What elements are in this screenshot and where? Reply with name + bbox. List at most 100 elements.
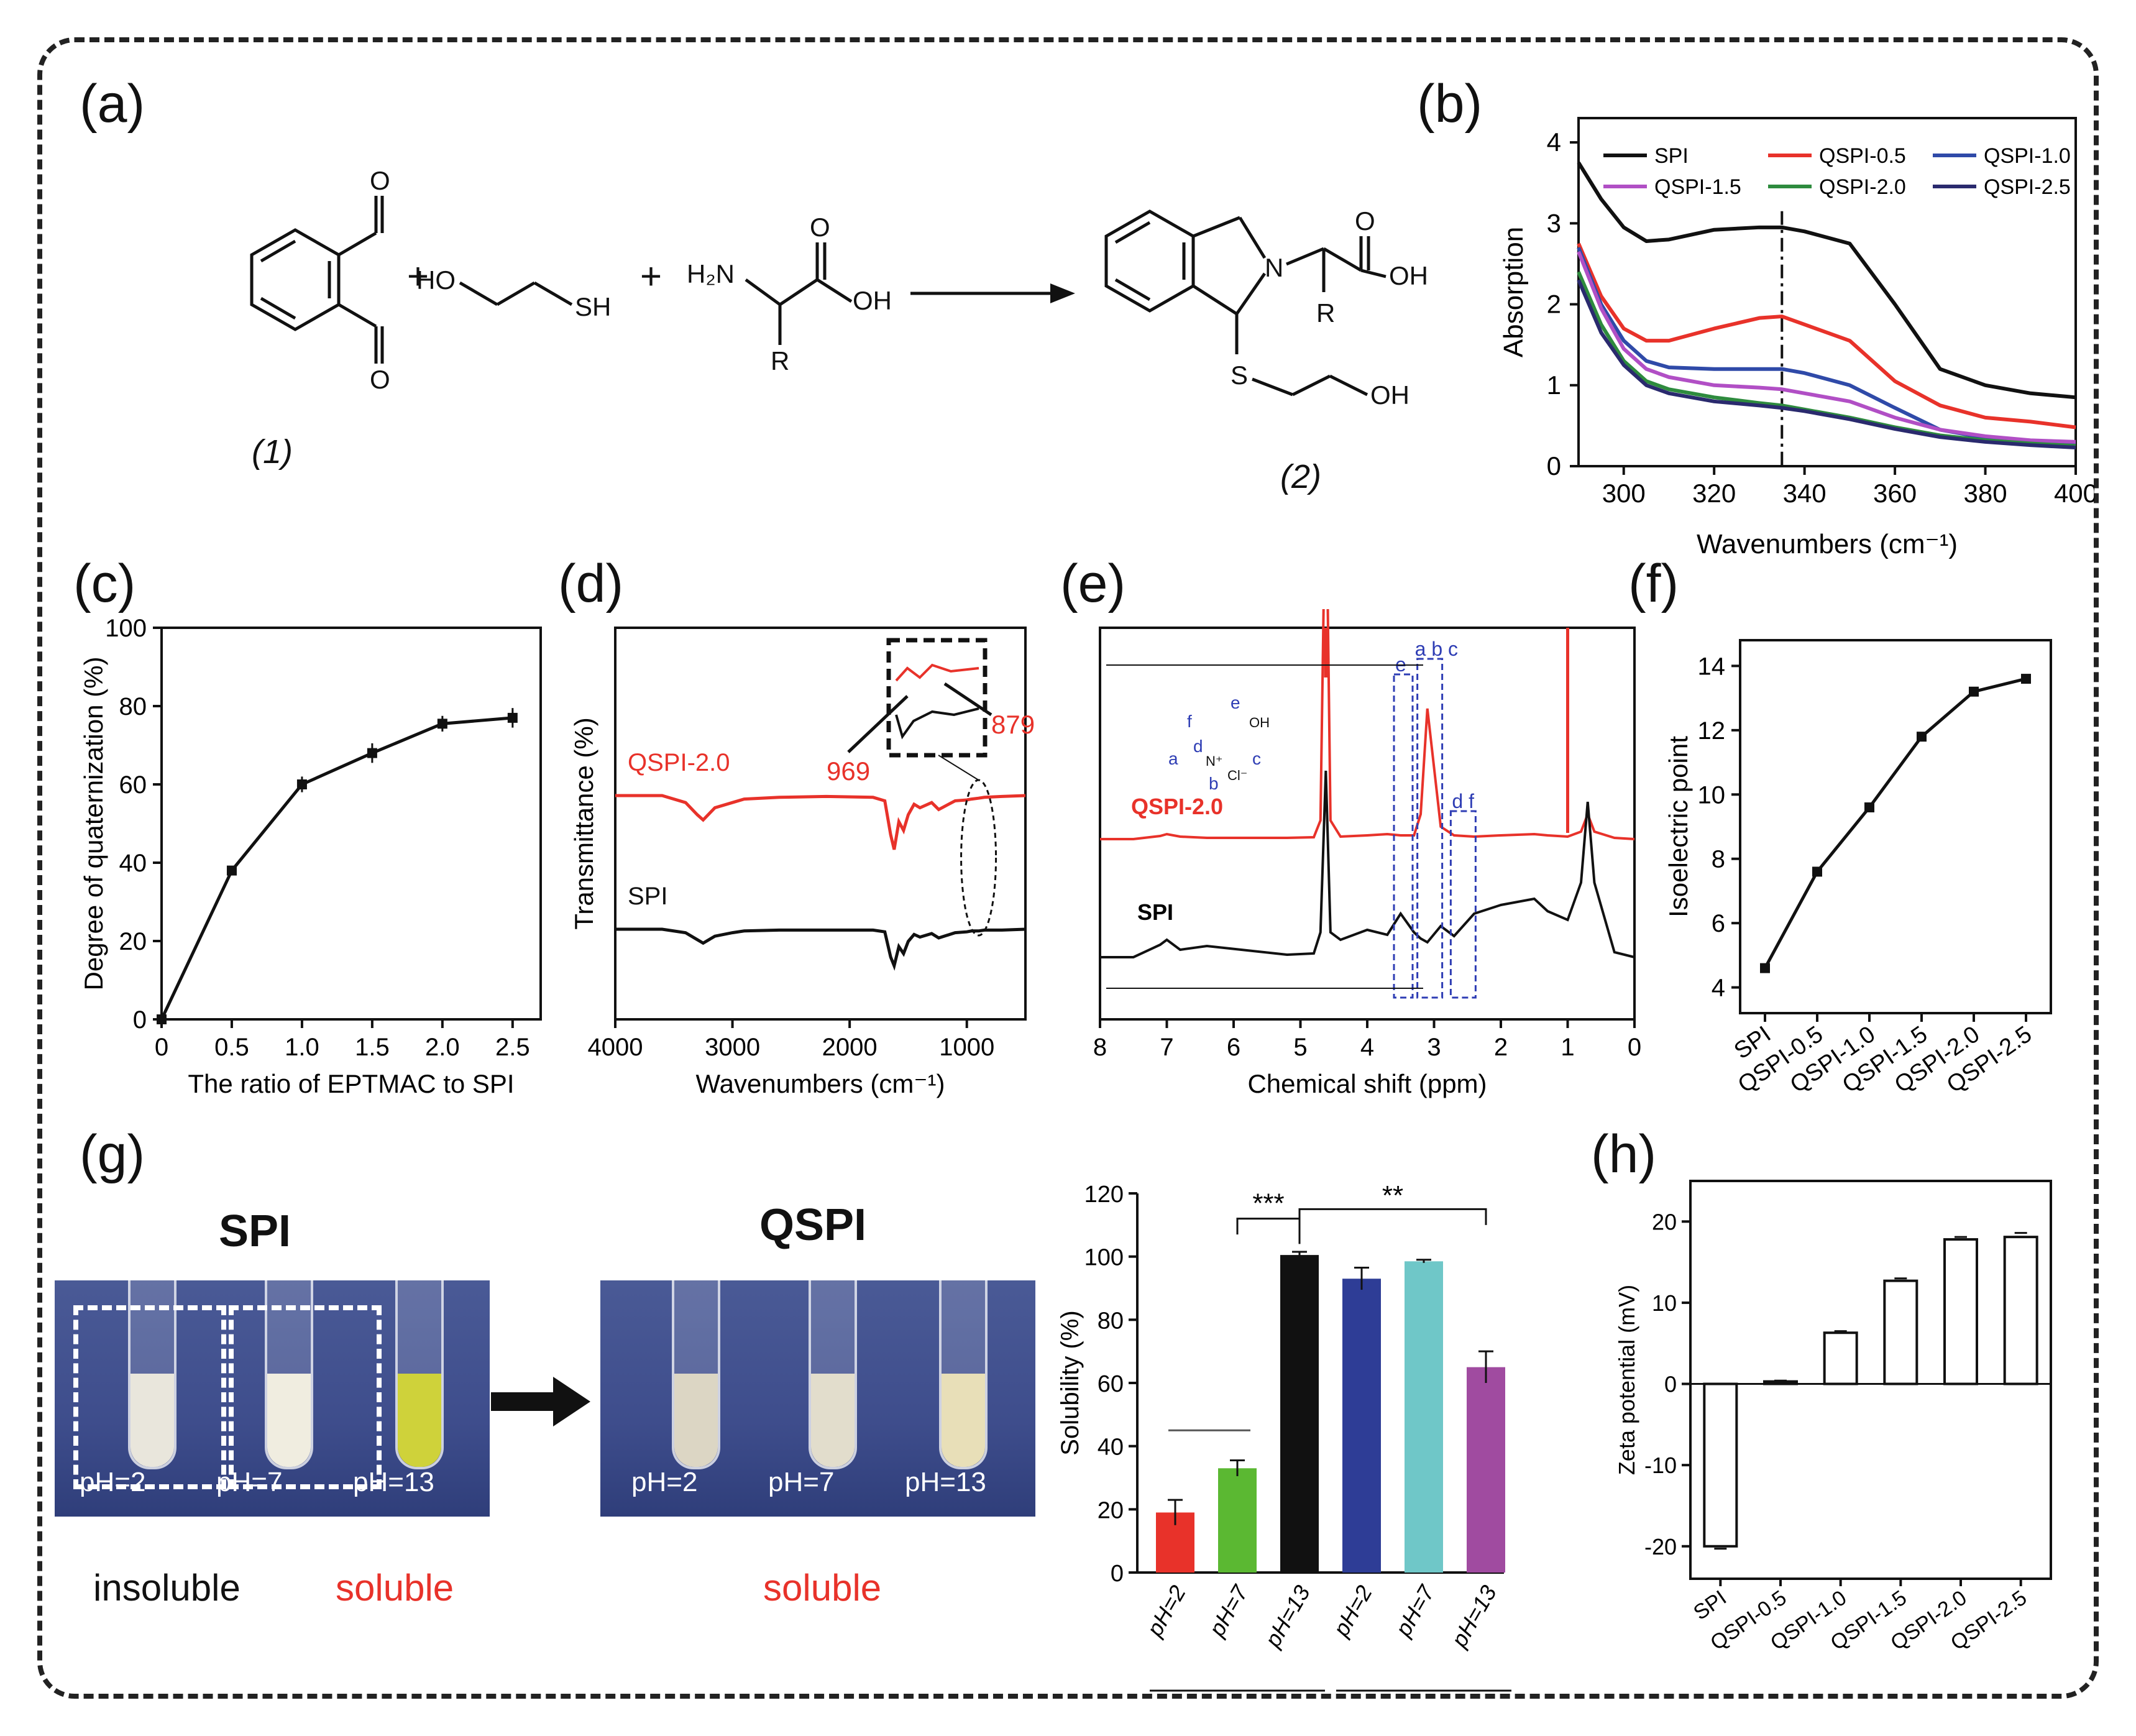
y-tick-label: 3 — [1547, 208, 1561, 237]
series-label-spi: SPI — [1137, 899, 1173, 925]
panel-label-b: (b) — [1417, 74, 1483, 134]
annotation-879: 879 — [991, 710, 1035, 739]
structure-label: d — [1193, 737, 1203, 756]
series-label-qspi: QSPI-2.0 — [1131, 794, 1223, 819]
data-point — [367, 748, 377, 758]
bar-5 — [2003, 1236, 2038, 1385]
photo-spi-ph7-label: pH=7 — [216, 1467, 283, 1497]
tube-qspi-ph7 — [809, 1280, 857, 1469]
bar-0 — [1703, 1382, 1738, 1548]
x-tick-label: 400 — [2054, 479, 2094, 508]
data-point — [507, 712, 518, 723]
x-tick-label: 1.0 — [285, 1034, 319, 1061]
tube-qspi-ph13 — [939, 1280, 988, 1469]
panel-label-a: (a) — [80, 74, 145, 134]
panel-label-d: (d) — [558, 554, 624, 613]
data-point — [157, 1014, 167, 1024]
panel-label-e: (e) — [1060, 554, 1126, 613]
x-tick-label: 1.5 — [355, 1034, 390, 1061]
x-tick-label: 300 — [1602, 479, 1646, 508]
series-label-QSPI-2.0: QSPI-2.0 — [628, 749, 730, 776]
structure-label: OH — [1249, 715, 1270, 730]
y-tick-label: 14 — [1698, 653, 1726, 680]
peak-label-df: d f — [1452, 790, 1474, 812]
bar-5 — [1467, 1367, 1505, 1573]
photo-title-spi: SPI — [219, 1206, 291, 1256]
y-tick-label: 1 — [1547, 370, 1561, 400]
scheme-plus-1: + — [407, 255, 429, 297]
series-line-SPI — [1577, 162, 2076, 400]
legend-label: QSPI-0.5 — [1819, 144, 1906, 168]
y-axis-label: Transmittance (%) — [569, 717, 598, 930]
photo-qspi: pH=2 pH=7 pH=13 — [600, 1280, 1035, 1517]
structure-label: N⁺ — [1206, 753, 1223, 769]
x-tick-label: 7 — [1160, 1034, 1173, 1061]
y-tick-label: 120 — [1084, 1182, 1124, 1208]
y-tick-label: 100 — [105, 615, 147, 642]
y-tick-label: 20 — [1098, 1497, 1124, 1523]
scheme-r2: R — [1316, 298, 1335, 328]
annotation-arrow-969 — [847, 695, 909, 753]
significance-bracket-1 — [1236, 1218, 1301, 1244]
scheme-label-1: (1) — [252, 433, 293, 471]
chart-e-nmr: 8 7 6 5 4 3 2 1 0 Chemical shift (ppm) QSPI-2.0 SPI… — [1093, 609, 1641, 1098]
chart-d-ftir: 4000 3000 2000 1000 Wavenumbers (cm⁻¹) Transm… — [569, 627, 1035, 1098]
data-point — [1969, 686, 1979, 697]
photo-title-qspi: QSPI — [759, 1200, 867, 1250]
x-tick-label: 320 — [1692, 479, 1736, 508]
x-axis-label: The ratio of EPTMAC to SPI — [188, 1069, 514, 1098]
highlight-box-e — [1393, 673, 1414, 999]
panel-label-f: (f) — [1628, 554, 1679, 613]
y-tick-label: 0 — [133, 1006, 147, 1034]
significance-bracket-2 — [1298, 1208, 1487, 1225]
y-tick-label: 10 — [1698, 781, 1726, 809]
series-label-SPI: SPI — [628, 883, 667, 910]
chart-c-quaternization: 0 0.5 1.0 1.5 2.0 2.5 0 20 40 60 80 100 The ratio of… — [79, 615, 542, 1098]
x-axis-label: Wavenumbers (cm⁻¹) — [696, 1069, 945, 1098]
x-tick-label: 1000 — [939, 1034, 994, 1061]
spectrum-SPI — [615, 927, 1026, 971]
scheme-s: S — [1231, 361, 1248, 390]
photo-spi-ph13-label: pH=13 — [353, 1467, 434, 1497]
photo-qspi-ph13-label: pH=13 — [905, 1467, 986, 1497]
scheme-o2: O — [370, 365, 390, 394]
x-tick-label: pH=7 — [1203, 1580, 1254, 1641]
x-tick-label: 2.0 — [425, 1034, 460, 1061]
x-tick-label: 6 — [1227, 1034, 1240, 1061]
annotation-arrow-879 — [943, 682, 992, 717]
y-tick-label: 12 — [1698, 717, 1726, 745]
x-tick-label: pH=13 — [1446, 1581, 1501, 1652]
series-line-QSPI-1.5 — [1577, 250, 2076, 444]
x-tick-label: pH=2 — [1327, 1581, 1377, 1642]
panel-label-c: (c) — [73, 554, 136, 613]
significance-1: *** — [1252, 1188, 1284, 1219]
bar-1 — [1763, 1380, 1798, 1385]
structure-label: f — [1187, 712, 1192, 731]
scheme-r1: R — [771, 346, 789, 375]
inset-box — [886, 638, 988, 758]
structure-label: b — [1209, 774, 1219, 793]
y-tick-label: 20 — [119, 928, 147, 955]
x-tick-label: 1 — [1561, 1034, 1574, 1061]
spectrum-QSPI-2.0 — [1100, 609, 1635, 840]
structure-label: c — [1252, 749, 1261, 768]
plot-frame — [614, 627, 1027, 1021]
y-tick-label: 60 — [119, 771, 147, 799]
scheme-oh1: OH — [853, 286, 892, 315]
legend-label: QSPI-1.0 — [1984, 144, 2071, 168]
y-axis-label: Solubility (%) — [1057, 1310, 1084, 1455]
x-tick-label: 340 — [1783, 479, 1827, 508]
x-axis-label: Wavenumbers (cm⁻¹) — [1697, 529, 1958, 559]
plot-frame — [160, 627, 542, 1021]
x-tick-label: 380 — [1964, 479, 2007, 508]
y-tick-label: 4 — [1547, 127, 1561, 157]
structure-label: a — [1168, 749, 1178, 768]
legend-label: QSPI-1.5 — [1654, 175, 1741, 199]
legend-label: QSPI-2.5 — [1984, 175, 2071, 199]
x-tick-label: pH=2 — [1141, 1581, 1191, 1642]
highlight-box-df — [1449, 810, 1477, 999]
data-point — [1812, 866, 1822, 877]
x-tick-label: 4000 — [588, 1034, 643, 1061]
y-tick-label: 0 — [1111, 1561, 1124, 1587]
